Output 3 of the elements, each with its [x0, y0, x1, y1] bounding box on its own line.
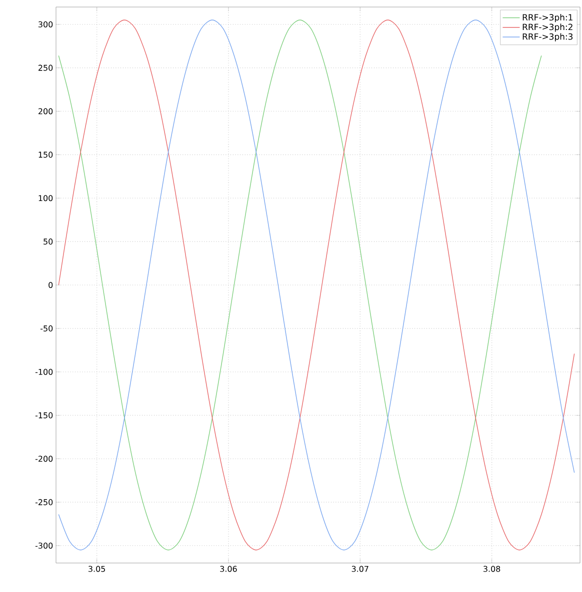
- legend-label: RRF->3ph:3: [522, 33, 573, 42]
- legend-label: RRF->3ph:2: [522, 24, 572, 32]
- legend-label: RRF->3ph:1: [522, 14, 572, 22]
